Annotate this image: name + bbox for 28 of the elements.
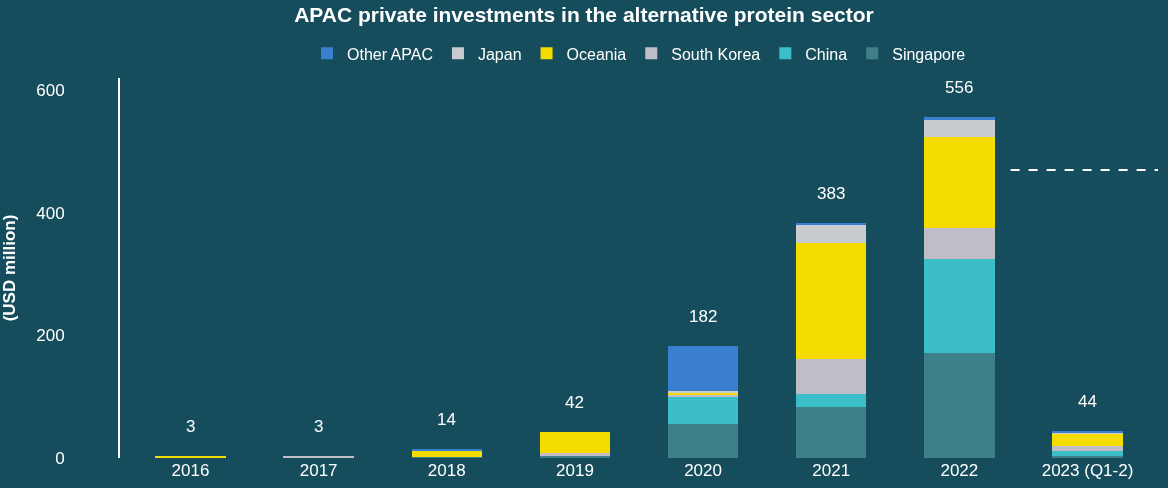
y-tick-label: 400 (36, 203, 65, 223)
x-tick-label: 2020 (684, 461, 722, 480)
legend-label: Singapore (892, 45, 966, 63)
legend-label: South Korea (671, 45, 761, 63)
x-tick-label: 2022 (940, 461, 979, 480)
legend-label: Oceania (566, 45, 627, 63)
legend-label: Japan (477, 45, 522, 63)
total-label: 3 (314, 417, 324, 436)
total-label: 14 (437, 410, 456, 429)
y-tick-label: 0 (55, 448, 65, 468)
y-tick-label: 200 (36, 326, 65, 346)
total-label: 556 (945, 78, 974, 97)
total-label: 3 (186, 417, 196, 436)
x-tick-label: 2016 (171, 461, 210, 480)
x-tick-label: 2019 (556, 461, 594, 480)
legend-label: China (805, 45, 848, 63)
y-axis-title: (USD million) (0, 214, 19, 322)
x-tick-label: 2021 (812, 461, 851, 480)
total-label: 44 (1078, 392, 1097, 411)
legend-label: Other APAC (347, 45, 433, 63)
total-label: 42 (565, 393, 584, 412)
chart-title: APAC private investments in the alternative protein sector (294, 3, 874, 27)
x-tick-label: 2018 (427, 461, 466, 480)
x-tick-label: 2023 (Q1-2) (1041, 461, 1134, 480)
y-tick-label: 600 (36, 81, 65, 101)
total-label: 182 (689, 307, 718, 326)
x-tick-label: 2017 (299, 461, 338, 480)
total-label: 383 (817, 184, 846, 203)
